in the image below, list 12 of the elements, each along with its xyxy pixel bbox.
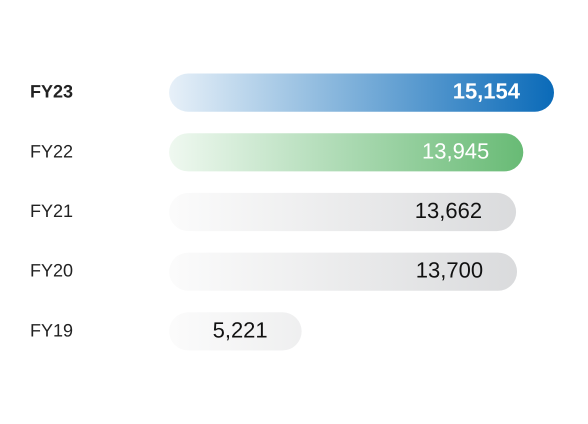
data-label: 13,700: [416, 258, 484, 283]
bar: [169, 74, 554, 112]
y-tick-label: FY21: [30, 200, 74, 221]
data-label: 15,154: [452, 78, 521, 104]
y-tick-label: FY22: [30, 141, 74, 162]
data-label: 13,945: [422, 138, 490, 164]
bar: [169, 133, 524, 172]
data-label: 5,221: [212, 317, 268, 342]
data-label: 13,662: [414, 198, 482, 224]
y-tick-label: FY23: [30, 82, 74, 102]
y-tick-label: FY19: [30, 320, 74, 340]
y-tick-label: FY20: [30, 260, 74, 281]
